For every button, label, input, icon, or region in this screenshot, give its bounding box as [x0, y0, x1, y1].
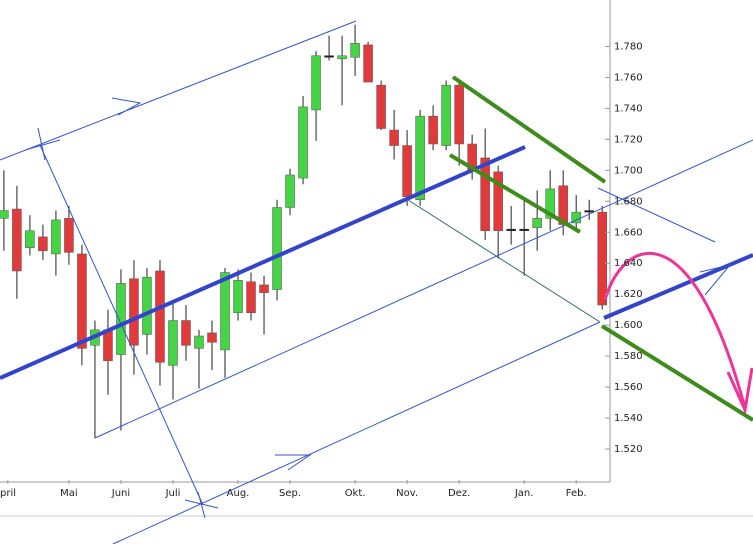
candle-body: [77, 253, 87, 349]
forecast-arrowhead: [726, 367, 753, 416]
candle-body: [363, 44, 373, 83]
candle-body: [51, 219, 61, 255]
candle-body: [493, 171, 503, 231]
candle-body: [441, 84, 451, 146]
x-tick-label: pril: [0, 488, 16, 499]
candle-body: [519, 228, 529, 231]
candle-body: [103, 329, 113, 362]
candle-body: [246, 281, 256, 314]
y-tick-label: 1.640: [614, 258, 643, 269]
candle-body: [324, 55, 334, 58]
median-line: [407, 199, 601, 323]
arrow: [275, 454, 312, 471]
candle-body: [597, 211, 607, 306]
forecast-arc: [603, 251, 747, 409]
candle-body: [558, 185, 568, 225]
candle-body: [142, 276, 152, 335]
candle-body: [12, 208, 22, 272]
x-tick-label: Nov.: [396, 488, 418, 499]
y-tick-label: 1.560: [614, 382, 643, 393]
y-tick-label: 1.760: [614, 72, 643, 83]
cross: [24, 139, 61, 151]
candle-body: [376, 84, 386, 129]
candle-body: [285, 174, 295, 208]
candle-body: [428, 115, 438, 145]
candle-body: [415, 115, 425, 200]
y-tick-label: 1.680: [614, 196, 643, 207]
candle-body: [272, 207, 282, 290]
trend-line: [0, 145, 526, 380]
y-tick-label: 1.520: [614, 444, 643, 455]
candle-body: [545, 188, 555, 219]
channel-line: [112, 321, 601, 544]
y-tick-label: 1.780: [614, 41, 643, 52]
arrow: [699, 264, 732, 296]
y-tick-label: 1.720: [614, 134, 643, 145]
y-tick-label: 1.600: [614, 320, 643, 331]
candle-body: [181, 320, 191, 346]
x-tick-label: Okt.: [345, 488, 366, 499]
candle-body: [38, 236, 48, 252]
candle-body: [0, 210, 9, 219]
candle-body: [259, 284, 269, 293]
annotations: [0, 20, 753, 544]
y-tick-label: 1.580: [614, 351, 643, 362]
y-tick-label: 1.740: [614, 103, 643, 114]
candle-body: [337, 55, 347, 60]
candle-body: [116, 283, 126, 355]
channel-line: [597, 187, 716, 243]
candle-body: [220, 272, 230, 351]
green-trend-line: [448, 153, 582, 234]
y-tick-label: 1.700: [614, 165, 643, 176]
candle-body: [350, 43, 360, 58]
y-tick-label: 1.540: [614, 413, 643, 424]
candle-body: [298, 106, 308, 179]
candle-body: [168, 320, 178, 366]
candle-body: [25, 230, 35, 248]
candle-body: [454, 84, 464, 145]
x-tick-label: Sep.: [279, 488, 301, 499]
candle-body: [311, 55, 321, 111]
x-tick-label: Juni: [111, 488, 130, 499]
y-tick-label: 1.620: [614, 289, 643, 300]
candles: [0, 24, 607, 439]
x-tick-label: Dez.: [448, 488, 470, 499]
x-tick-label: Jan.: [514, 488, 534, 499]
arrow: [111, 97, 142, 116]
x-tick-label: Feb.: [566, 488, 587, 499]
candle-body: [64, 218, 74, 253]
candle-body: [194, 335, 204, 349]
candle-body: [207, 332, 217, 343]
channel-line: [94, 139, 753, 439]
y-tick-label: 1.660: [614, 227, 643, 238]
candle-body: [402, 145, 412, 197]
candle-body: [129, 278, 139, 346]
candle-body: [233, 280, 243, 314]
axes: 1.520 1.540 1.560 1.580 1.600 1.620 1.640 1.660…: [0, 41, 643, 499]
candle-body: [389, 129, 399, 146]
candle-body: [155, 270, 165, 363]
candle-body: [506, 228, 516, 231]
x-tick-label: Juli: [165, 488, 181, 499]
channel-line: [0, 20, 357, 161]
frame: [0, 0, 753, 517]
x-tick-label: Aug.: [227, 488, 250, 499]
candle-body: [532, 218, 542, 228]
cross: [37, 127, 46, 161]
candle-body: [584, 210, 594, 213]
candle-body: [480, 157, 490, 231]
cross: [197, 491, 206, 519]
green-trend-line: [451, 75, 607, 184]
x-tick-label: Mai: [60, 488, 78, 499]
green-trend-line: [600, 324, 753, 422]
